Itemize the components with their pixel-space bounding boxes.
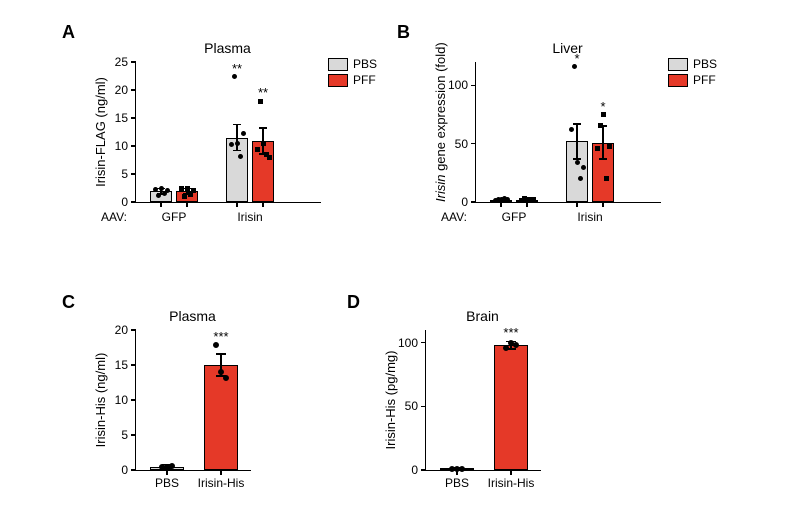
legend-label: PBS: [693, 57, 717, 71]
panel-b-label: B: [397, 22, 410, 43]
bar: [494, 345, 528, 470]
group-label: Irisin: [237, 210, 262, 224]
data-point: [255, 147, 260, 152]
group-label: Irisin: [577, 210, 602, 224]
data-point: [459, 466, 465, 472]
x-label: Irisin-His: [198, 476, 245, 490]
data-point: [595, 146, 600, 151]
aav-label: AAV:: [101, 210, 127, 224]
sig-marker: **: [232, 61, 242, 76]
a-plot: 0510152025GFP****Irisin: [135, 62, 321, 203]
d-ylabel: Irisin-His (pg/mg): [383, 330, 398, 470]
data-point: [267, 155, 272, 160]
data-point: [503, 345, 509, 351]
sig-marker: *: [600, 99, 605, 114]
x-label: Irisin-His: [488, 476, 535, 490]
c-title: Plasma: [153, 308, 233, 324]
data-point: [581, 165, 586, 170]
d-plot: 050100PBS***Irisin-His: [425, 330, 541, 471]
data-point: [607, 144, 612, 149]
b-plot: 050100GFP**Irisin: [475, 62, 661, 203]
c-plot: 05101520PBS***Irisin-His: [135, 330, 251, 471]
data-point: [238, 154, 243, 159]
legend-swatch: [668, 58, 688, 71]
data-point: [169, 463, 175, 469]
a-title: Plasma: [188, 40, 268, 56]
aav-label: AAV:: [441, 210, 467, 224]
data-point: [575, 160, 580, 165]
legend-swatch: [668, 74, 688, 87]
data-point: [165, 188, 170, 193]
data-point: [531, 197, 536, 202]
panel-d-label: D: [347, 292, 360, 313]
sig-marker: *: [574, 51, 579, 66]
data-point: [505, 197, 510, 202]
data-point: [578, 176, 583, 181]
sig-marker: ***: [213, 329, 228, 344]
c-ylabel: Irisin-His (ng/ml): [93, 330, 108, 470]
data-point: [156, 193, 161, 198]
data-point: [235, 141, 240, 146]
data-point: [182, 194, 187, 199]
bar: [204, 365, 238, 470]
legend-label: PFF: [693, 73, 716, 87]
data-point: [159, 186, 164, 191]
b-title: Liver: [528, 40, 608, 56]
panel-a-label: A: [62, 22, 75, 43]
group-label: GFP: [502, 210, 527, 224]
panel-c-label: C: [62, 292, 75, 313]
data-point: [153, 187, 158, 192]
legend-swatch: [328, 74, 348, 87]
a-legend: PBS PFF: [328, 57, 377, 89]
d-title: Brain: [443, 308, 523, 324]
legend-swatch: [328, 58, 348, 71]
sig-marker: **: [258, 85, 268, 100]
data-point: [604, 176, 609, 181]
data-point: [185, 186, 190, 191]
data-point: [223, 375, 229, 381]
sig-marker: ***: [503, 325, 518, 340]
data-point: [598, 123, 603, 128]
legend-label: PBS: [353, 57, 377, 71]
data-point: [241, 131, 246, 136]
data-point: [218, 369, 224, 375]
group-label: GFP: [162, 210, 187, 224]
a-ylabel: Irisin-FLAG (ng/ml): [93, 62, 108, 202]
data-point: [261, 141, 266, 146]
data-point: [191, 188, 196, 193]
x-label: PBS: [155, 476, 179, 490]
legend-label: PFF: [353, 73, 376, 87]
data-point: [569, 127, 574, 132]
b-ylabel: Irisin gene expression (fold): [433, 62, 448, 202]
b-legend: PBS PFF: [668, 57, 717, 89]
x-label: PBS: [445, 476, 469, 490]
data-point: [229, 142, 234, 147]
data-point: [179, 186, 184, 191]
